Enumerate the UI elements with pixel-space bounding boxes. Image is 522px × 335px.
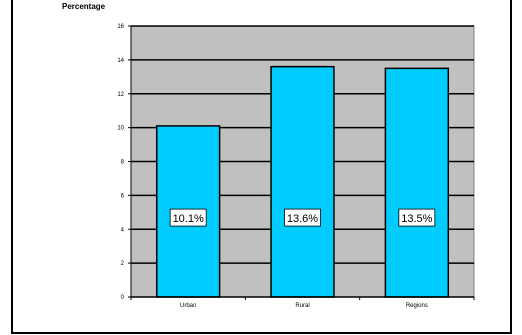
- x-tick-label: Urban: [180, 303, 196, 309]
- y-tick-label: 0: [121, 295, 125, 301]
- data-label: 13.6%: [287, 213, 318, 225]
- data-label: 13.5%: [401, 213, 432, 225]
- y-axis-title: Percentage: [62, 2, 106, 11]
- y-tick-label: 4: [121, 227, 125, 233]
- x-tick-label: Regions: [406, 303, 428, 309]
- data-label: 10.1%: [173, 213, 204, 225]
- y-tick-label: 16: [117, 24, 124, 30]
- data-label-box: [398, 208, 436, 227]
- y-tick-label: 12: [117, 92, 124, 98]
- data-label-box: [169, 208, 207, 227]
- x-tick-label: Rural: [295, 303, 309, 309]
- bar-rural: [270, 65, 335, 298]
- y-tick-label: 14: [117, 58, 124, 64]
- figure-frame: [11, 0, 512, 334]
- data-label-box: [284, 208, 321, 227]
- bar-regions: [384, 67, 450, 298]
- y-tick-label: 6: [121, 193, 125, 199]
- y-tick-label: 2: [121, 261, 125, 267]
- y-tick-label: 10: [117, 126, 124, 132]
- y-tick-label: 8: [121, 160, 125, 166]
